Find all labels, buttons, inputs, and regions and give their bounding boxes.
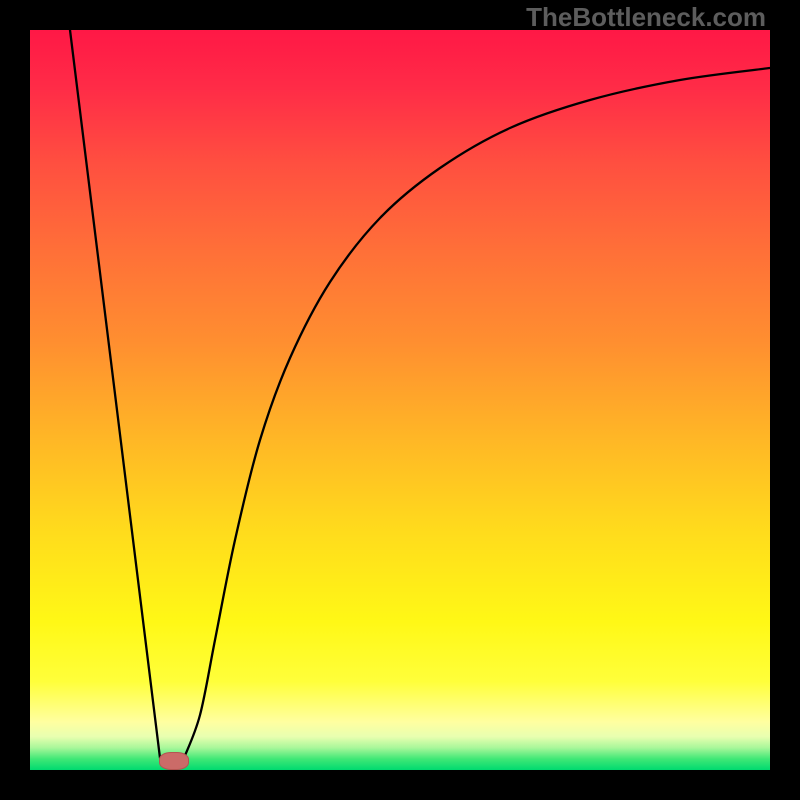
bottleneck-curve — [0, 0, 800, 800]
curve-right-branch — [184, 68, 770, 758]
bottleneck-marker — [159, 752, 189, 770]
curve-left-branch — [70, 30, 160, 758]
watermark-text: TheBottleneck.com — [526, 2, 766, 33]
